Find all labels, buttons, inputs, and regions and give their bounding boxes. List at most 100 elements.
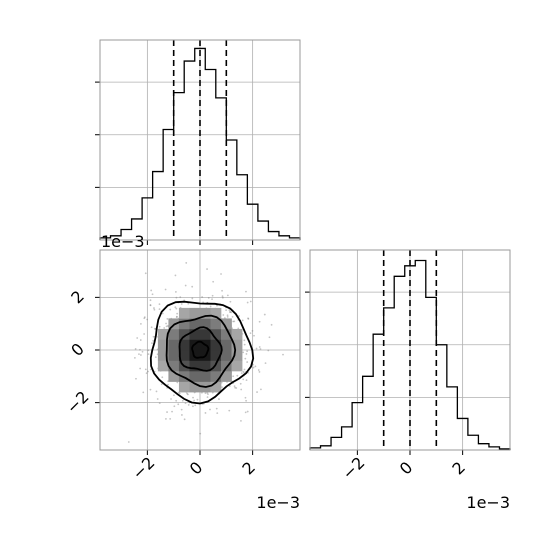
- scatter-point: [242, 378, 245, 381]
- scatter-point: [152, 339, 155, 342]
- density-cell: [178, 328, 190, 340]
- scatter-point: [139, 348, 141, 351]
- scatter-point: [145, 372, 148, 375]
- scatter-point: [175, 399, 178, 402]
- marginal-histogram-y-panel: −2 0 2: [305, 249, 511, 483]
- scatter-point: [180, 408, 183, 411]
- density-cell: [221, 350, 232, 361]
- histogram-bin: [237, 175, 248, 240]
- scatter-point: [233, 320, 236, 323]
- histogram-bin: [216, 98, 227, 240]
- scatter-point: [228, 309, 231, 312]
- density-cell: [157, 350, 169, 361]
- scatter-point: [156, 398, 159, 400]
- density-cell: [200, 307, 211, 319]
- joint-x-offset-label: 1e−3: [256, 493, 300, 512]
- density-cell: [178, 339, 190, 351]
- marginal-y-tick-labels: −2 0 2: [338, 453, 469, 483]
- x-tick-label: −2: [338, 453, 368, 483]
- scatter-point: [175, 316, 178, 319]
- scatter-point: [221, 295, 224, 298]
- scatter-point: [142, 391, 145, 394]
- marginal-histogram-x-panel: [95, 39, 301, 245]
- marginal-y-frame: [309, 249, 511, 451]
- histogram-bin: [384, 308, 395, 450]
- density-cell: [168, 360, 180, 372]
- scatter-point: [158, 303, 161, 306]
- density-cell: [189, 371, 201, 382]
- density-cell: [231, 339, 243, 351]
- scatter-point: [167, 383, 169, 386]
- scatter-point: [172, 394, 175, 397]
- scatter-point: [263, 313, 266, 316]
- histogram-bin: [174, 93, 185, 240]
- scatter-point: [181, 399, 184, 402]
- histogram-bin: [184, 61, 195, 240]
- density-cell: [221, 339, 232, 351]
- scatter-point: [258, 320, 261, 323]
- scatter-point: [169, 308, 172, 311]
- scatter-point: [256, 391, 258, 393]
- scatter-point: [258, 371, 261, 373]
- scatter-point: [175, 307, 178, 310]
- histogram-bin: [468, 435, 479, 450]
- scatter-point: [149, 388, 152, 391]
- density-cell: [189, 381, 201, 393]
- joint-density-cells: [157, 307, 243, 393]
- scatter-point: [192, 405, 194, 408]
- scatter-point: [146, 318, 149, 321]
- scatter-point: [243, 368, 246, 371]
- scatter-point: [149, 368, 152, 371]
- scatter-point: [161, 312, 164, 315]
- scatter-point: [127, 441, 130, 443]
- scatter-point: [166, 317, 169, 320]
- scatter-point: [221, 289, 223, 292]
- density-cell: [210, 318, 222, 330]
- scatter-point: [179, 296, 182, 299]
- marginal-y-quantile-lines: [382, 250, 438, 450]
- scatter-point: [149, 299, 152, 302]
- scatter-point: [144, 368, 147, 371]
- density-cell: [210, 371, 222, 382]
- scatter-point: [221, 296, 224, 299]
- x-tick-label: 2: [448, 458, 469, 479]
- y-tick-label: 0: [67, 339, 88, 360]
- scatter-point: [165, 322, 167, 325]
- scatter-point: [240, 372, 243, 375]
- density-cell: [210, 381, 222, 393]
- scatter-point: [242, 351, 245, 354]
- joint-frame: [99, 249, 301, 451]
- scatter-point: [268, 336, 271, 339]
- scatter-point: [165, 418, 167, 420]
- scatter-point: [241, 319, 244, 322]
- density-cell: [200, 328, 211, 340]
- scatter-point: [232, 320, 235, 323]
- density-cell: [210, 350, 222, 361]
- density-cell: [231, 328, 243, 340]
- density-cell: [168, 350, 180, 361]
- scatter-point: [154, 356, 157, 359]
- histogram-bin: [268, 232, 279, 240]
- density-cell: [178, 381, 190, 393]
- scatter-point: [143, 316, 146, 319]
- scatter-point: [235, 387, 238, 389]
- scatter-point: [170, 398, 172, 400]
- scatter-point: [194, 404, 197, 407]
- scatter-point: [222, 314, 225, 316]
- scatter-point: [160, 383, 163, 386]
- histogram-bin: [457, 418, 468, 450]
- scatter-point: [220, 273, 222, 275]
- scatter-point: [253, 334, 255, 337]
- scatter-point: [267, 349, 270, 352]
- scatter-point: [196, 398, 199, 401]
- joint-contours: [149, 300, 255, 405]
- scatter-point: [191, 285, 194, 288]
- scatter-point: [134, 348, 137, 350]
- scatter-point: [226, 294, 229, 297]
- density-cell: [178, 371, 190, 382]
- density-cell: [210, 328, 222, 340]
- scatter-point: [245, 399, 248, 402]
- scatter-point: [169, 417, 172, 420]
- scatter-point: [149, 304, 152, 307]
- scatter-point: [175, 296, 178, 299]
